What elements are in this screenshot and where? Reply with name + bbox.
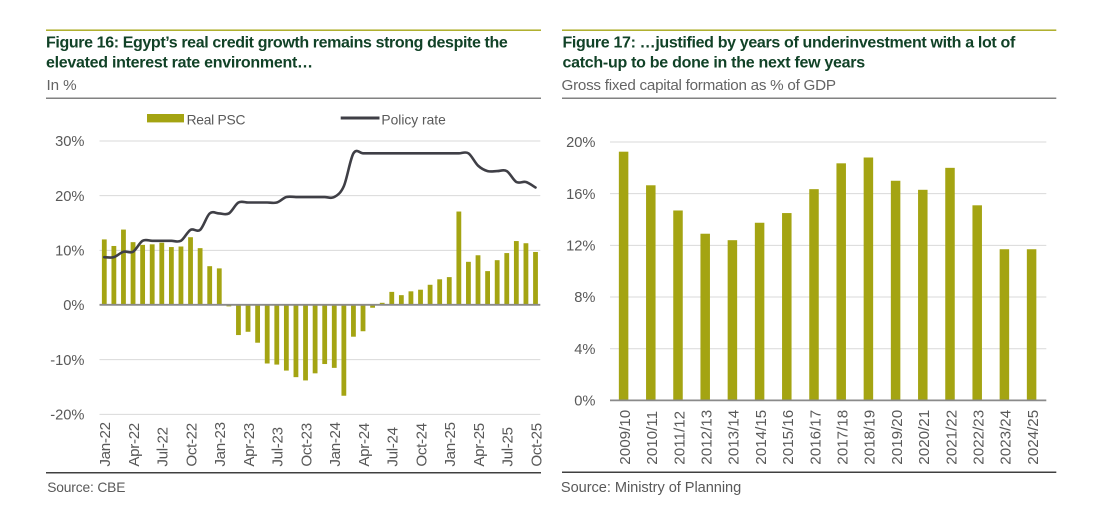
svg-text:Apr-24: Apr-24	[356, 423, 373, 467]
svg-text:-20%: -20%	[50, 408, 84, 424]
svg-text:Apr-25: Apr-25	[471, 423, 488, 467]
svg-text:0%: 0%	[63, 298, 84, 314]
svg-text:12%: 12%	[566, 239, 595, 255]
svg-text:2019/20: 2019/20	[889, 410, 906, 465]
svg-text:Apr-23: Apr-23	[241, 423, 258, 467]
svg-text:In %: In %	[47, 77, 77, 94]
svg-text:Figure 17: …justified by years: Figure 17: …justified by years of underi…	[563, 35, 1016, 52]
svg-text:4%: 4%	[574, 342, 595, 358]
svg-text:2022/23: 2022/23	[970, 410, 987, 465]
svg-text:20%: 20%	[55, 189, 84, 205]
svg-text:2016/17: 2016/17	[807, 410, 824, 465]
svg-text:Oct-24: Oct-24	[413, 423, 430, 466]
svg-text:10%: 10%	[55, 244, 84, 260]
svg-text:catch-up to be done in the nex: catch-up to be done in the next few year…	[563, 55, 866, 72]
svg-text:8%: 8%	[574, 290, 595, 306]
svg-text:Oct-25: Oct-25	[528, 423, 545, 466]
svg-text:Jul-22: Jul-22	[155, 427, 172, 466]
svg-text:elevated interest rate environ: elevated interest rate environment…	[46, 55, 313, 72]
svg-text:2017/18: 2017/18	[834, 410, 851, 465]
svg-text:20%: 20%	[566, 135, 595, 151]
svg-text:2023/24: 2023/24	[998, 410, 1015, 465]
svg-text:Oct-22: Oct-22	[183, 423, 200, 466]
svg-text:Jan-23: Jan-23	[212, 422, 229, 466]
svg-text:Jan-25: Jan-25	[442, 422, 459, 466]
svg-text:Source: Ministry of Planning: Source: Ministry of Planning	[561, 480, 741, 496]
svg-text:16%: 16%	[566, 187, 595, 203]
svg-text:2009/10: 2009/10	[617, 410, 634, 465]
svg-text:Real PSC: Real PSC	[187, 113, 246, 128]
svg-text:Jul-25: Jul-25	[500, 427, 517, 466]
svg-text:2015/16: 2015/16	[780, 410, 797, 465]
svg-text:0%: 0%	[574, 394, 595, 410]
svg-text:2024/25: 2024/25	[1025, 410, 1042, 465]
svg-text:2011/12: 2011/12	[671, 411, 688, 465]
svg-text:Policy rate: Policy rate	[381, 113, 446, 128]
svg-text:2020/21: 2020/21	[916, 410, 933, 465]
svg-text:30%: 30%	[55, 134, 84, 150]
svg-text:Apr-22: Apr-22	[126, 423, 143, 467]
svg-text:Source: CBE: Source: CBE	[47, 480, 125, 495]
svg-text:2012/13: 2012/13	[698, 410, 715, 465]
svg-text:Oct-23: Oct-23	[298, 423, 315, 466]
svg-text:Jan-22: Jan-22	[97, 422, 114, 466]
svg-text:2010/11: 2010/11	[644, 411, 661, 465]
svg-text:2014/15: 2014/15	[753, 410, 770, 465]
svg-text:Gross fixed capital formation: Gross fixed capital formation as % of GD…	[562, 77, 836, 94]
svg-text:Jan-24: Jan-24	[327, 422, 344, 466]
svg-text:2018/19: 2018/19	[862, 410, 879, 465]
svg-text:Jul-24: Jul-24	[385, 427, 402, 466]
svg-text:Jul-23: Jul-23	[270, 427, 287, 466]
svg-text:-10%: -10%	[50, 353, 84, 369]
svg-text:2013/14: 2013/14	[726, 410, 743, 465]
svg-text:Figure 16: Egypt’s real credit: Figure 16: Egypt’s real credit growth re…	[46, 35, 508, 52]
svg-text:2021/22: 2021/22	[943, 410, 960, 465]
